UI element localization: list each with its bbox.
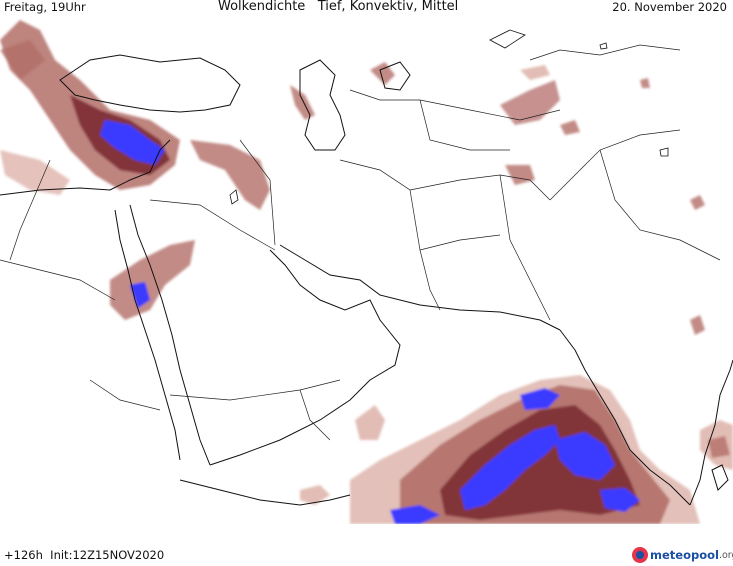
cloud-patch bbox=[520, 388, 560, 410]
india-west-coast bbox=[559, 329, 691, 506]
border bbox=[149, 199, 276, 251]
border bbox=[299, 389, 331, 441]
brand-logo[interactable]: meteopool .org bbox=[632, 545, 733, 565]
brand-tld: .org bbox=[718, 549, 733, 561]
cloud-patch bbox=[640, 78, 650, 88]
border bbox=[169, 379, 341, 401]
india-east-coast bbox=[689, 359, 733, 506]
levant-coast bbox=[0, 139, 171, 196]
cloud-patch bbox=[708, 436, 730, 458]
cloud-patch bbox=[355, 405, 385, 440]
cloud-patch bbox=[555, 432, 615, 480]
red-sea-west-coast bbox=[114, 209, 181, 461]
map-canvas bbox=[0, 20, 733, 524]
border bbox=[419, 234, 501, 251]
map-title: Wolkendichte Tief, Konvektiv, Mittel bbox=[218, 0, 459, 14]
border bbox=[239, 139, 276, 246]
border bbox=[549, 129, 681, 201]
country-borders bbox=[0, 44, 721, 441]
cloud-patch bbox=[0, 150, 70, 195]
lakes bbox=[229, 29, 669, 205]
cloud-patch bbox=[500, 80, 560, 125]
meteopool-logo-icon bbox=[632, 547, 648, 563]
cloud-patch bbox=[690, 195, 705, 210]
black-sea-coast bbox=[59, 54, 241, 113]
cloud-patch bbox=[130, 282, 150, 308]
cloud-patch bbox=[520, 65, 550, 80]
lake bbox=[489, 29, 526, 49]
border bbox=[529, 44, 681, 61]
cloud-patch bbox=[190, 140, 270, 210]
cloud-patch bbox=[110, 240, 195, 320]
border bbox=[339, 159, 441, 311]
red-sea-east-coast bbox=[129, 204, 211, 466]
cloud-patch bbox=[300, 485, 330, 505]
cloud-patch bbox=[100, 120, 165, 165]
sri-lanka-coast bbox=[711, 464, 729, 491]
border bbox=[349, 89, 561, 121]
lake bbox=[229, 189, 239, 205]
lake bbox=[659, 147, 669, 157]
coastlines bbox=[0, 54, 733, 506]
valid-day-label: Freitag, 19Uhr bbox=[4, 0, 86, 14]
cloud-patch bbox=[560, 120, 580, 135]
border bbox=[419, 99, 510, 151]
border bbox=[9, 159, 51, 261]
forecast-map[interactable] bbox=[0, 18, 733, 524]
cloud-patch bbox=[290, 85, 315, 120]
cloud-patch bbox=[690, 315, 705, 335]
persian-gulf-coast bbox=[209, 249, 401, 466]
cloud-patch bbox=[0, 40, 45, 80]
lake bbox=[599, 42, 608, 50]
border bbox=[0, 259, 116, 301]
border bbox=[599, 149, 721, 261]
brand-name: meteopool bbox=[650, 548, 719, 562]
aral-sea-coast bbox=[379, 61, 411, 91]
cloud-patch bbox=[600, 488, 640, 512]
border bbox=[499, 174, 551, 321]
valid-date-label: 20. November 2020 bbox=[612, 0, 727, 14]
forecast-init-label: +126h Init:12Z15NOV2020 bbox=[4, 548, 165, 562]
cloud-patch bbox=[505, 165, 535, 185]
caspian-sea-coast bbox=[299, 59, 346, 151]
border bbox=[89, 379, 161, 411]
cloud-patch bbox=[390, 505, 440, 524]
cloud-patch bbox=[370, 62, 395, 85]
horn-of-africa-coast bbox=[179, 479, 351, 506]
cloud-patch bbox=[460, 425, 560, 510]
iran-south-coast bbox=[279, 244, 561, 331]
cloud-layer bbox=[0, 20, 733, 524]
